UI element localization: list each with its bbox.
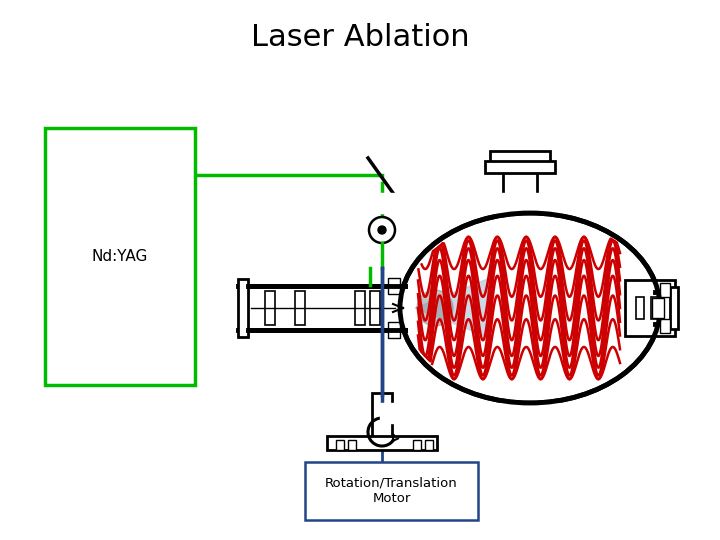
Bar: [636, 297, 644, 319]
Bar: [355, 291, 365, 325]
Bar: [490, 151, 550, 165]
Bar: [348, 440, 356, 450]
Bar: [425, 440, 433, 450]
Bar: [485, 161, 555, 173]
Bar: [625, 280, 675, 336]
Bar: [45, 128, 195, 385]
Bar: [265, 291, 275, 325]
Bar: [370, 291, 380, 325]
Circle shape: [369, 217, 395, 243]
Bar: [670, 287, 678, 329]
Ellipse shape: [400, 213, 660, 403]
Bar: [660, 319, 670, 333]
Polygon shape: [415, 278, 490, 338]
Bar: [652, 298, 664, 318]
Text: Nd:YAG: Nd:YAG: [92, 249, 148, 264]
Bar: [336, 440, 344, 450]
Text: Laser Ablation: Laser Ablation: [251, 24, 469, 52]
Bar: [238, 279, 248, 337]
Bar: [413, 440, 421, 450]
Bar: [305, 462, 478, 520]
Bar: [380, 193, 680, 213]
Bar: [651, 297, 659, 319]
Bar: [327, 436, 437, 450]
Bar: [660, 283, 670, 297]
Bar: [503, 156, 537, 211]
Bar: [295, 291, 305, 325]
Text: Rotation/Translation
Motor: Rotation/Translation Motor: [325, 477, 458, 505]
Bar: [388, 278, 400, 294]
Circle shape: [378, 226, 386, 234]
Bar: [380, 403, 680, 423]
Circle shape: [417, 290, 453, 326]
Bar: [372, 393, 392, 448]
Bar: [388, 322, 400, 338]
